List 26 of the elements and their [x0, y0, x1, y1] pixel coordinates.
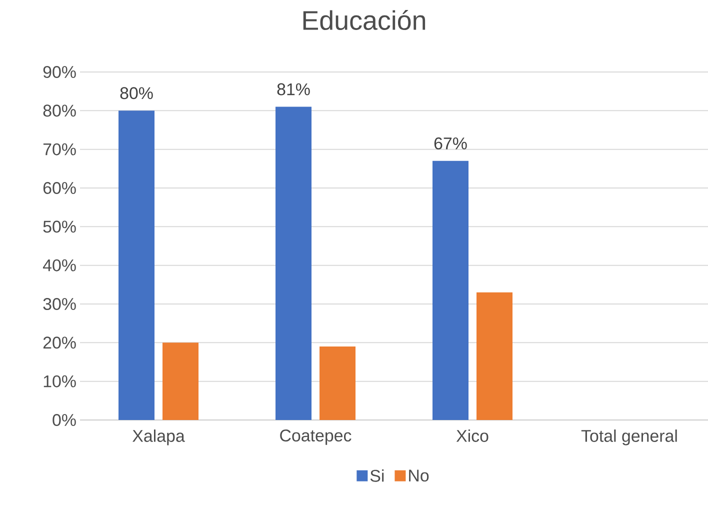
x-tick-label: Xico [456, 430, 488, 442]
data-label: 81% [277, 83, 310, 96]
y-tick-label: 60% [43, 182, 76, 194]
bar [432, 160, 469, 420]
y-tick-label: 20% [43, 336, 76, 349]
bar [476, 292, 513, 420]
bar [162, 342, 199, 420]
y-tick-label: 10% [44, 375, 76, 388]
y-tick-label: 40% [42, 259, 76, 272]
x-tick-label: Xalapa [132, 430, 185, 446]
bar [276, 106, 312, 420]
bar [320, 346, 356, 420]
chart-title: Educación [303, 10, 426, 30]
legend-label: Si [370, 469, 384, 482]
data-label: 80% [120, 87, 153, 100]
bar [118, 110, 155, 420]
legend-label: No [409, 470, 429, 482]
y-tick-label: 90% [43, 66, 76, 78]
y-tick-label: 70% [43, 143, 76, 156]
y-tick-label: 0% [52, 414, 76, 426]
x-tick-label: Coatepec [280, 430, 352, 445]
y-tick-label: 80% [43, 104, 76, 117]
y-tick-label: 50% [43, 220, 76, 233]
y-tick-label: 30% [43, 298, 76, 310]
x-tick-label: Total general [581, 430, 677, 446]
data-label: 67% [434, 137, 467, 150]
